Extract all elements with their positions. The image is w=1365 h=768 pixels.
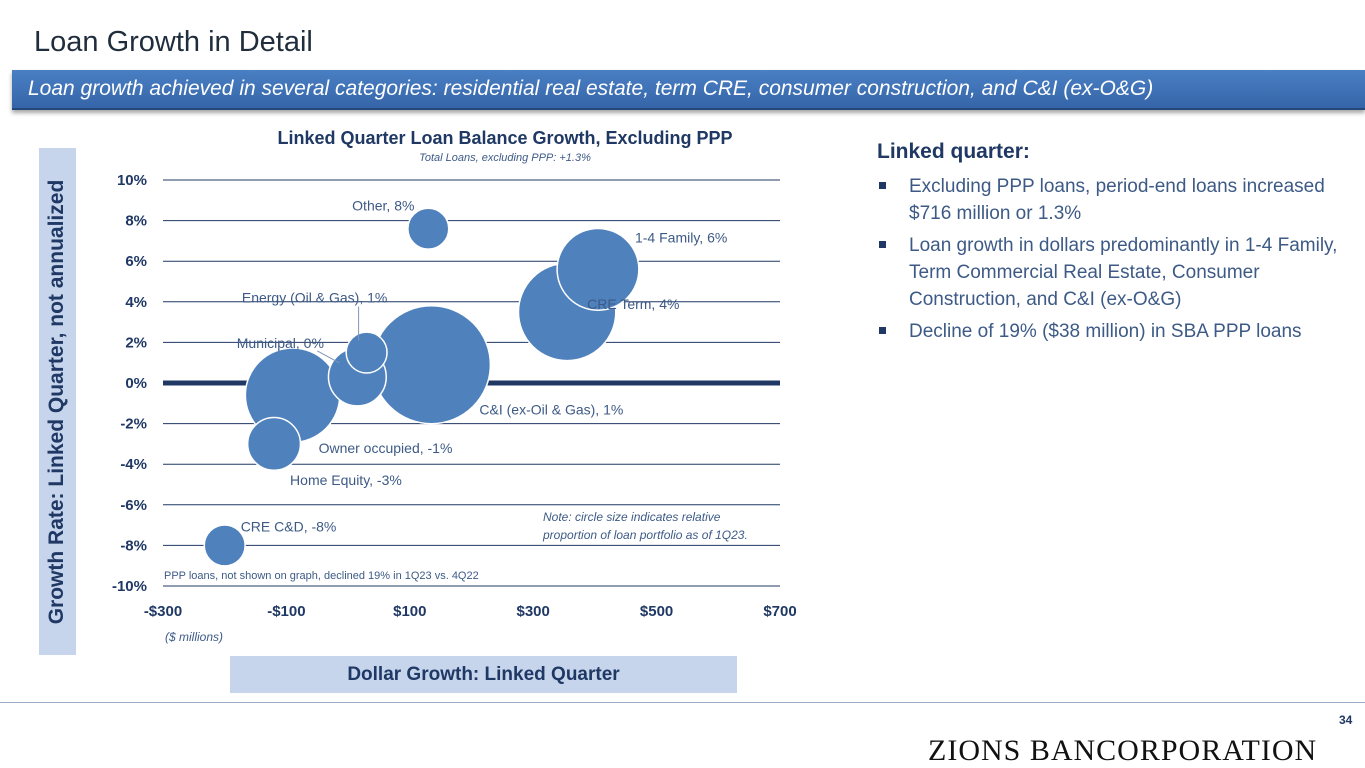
footer-divider [0, 702, 1365, 703]
x-tick-label: $500 [640, 603, 673, 620]
bullet-square-icon [879, 327, 886, 334]
chart-subtitle: Total Loans, excluding PPP: +1.3% [419, 152, 591, 164]
bubble [371, 304, 492, 425]
bubble [407, 207, 450, 250]
ppp-footnote: PPP loans, not shown on graph, declined … [164, 570, 479, 582]
y-axis-title-box: Growth Rate: Linked Quarter, not annuali… [39, 148, 76, 655]
y-tick-label: -2% [120, 416, 147, 433]
data-label: Energy (Oil & Gas), 1% [242, 290, 388, 306]
x-units-label: ($ millions) [165, 630, 223, 644]
data-label: CRE Term, 4% [587, 296, 679, 312]
y-tick-label: 2% [125, 334, 147, 351]
side-bullet-list: Excluding PPP loans, period-end loans in… [877, 173, 1347, 350]
x-tick-label: -$300 [144, 603, 182, 620]
banner-text: Loan growth achieved in several categori… [28, 77, 1154, 100]
bubble [246, 416, 302, 472]
data-label: Owner occupied, -1% [319, 440, 453, 456]
slide-title: Loan Growth in Detail [34, 26, 313, 58]
x-tick-label: -$100 [267, 603, 305, 620]
side-bullet: Excluding PPP loans, period-end loans in… [877, 173, 1347, 227]
page-number: 34 [1339, 713, 1353, 727]
data-label: Municipal, 0% [237, 335, 324, 351]
bullet-text: Decline of 19% ($38 million) in SBA PPP … [909, 321, 1302, 342]
y-tick-label: 0% [125, 375, 147, 392]
x-axis-title: Dollar Growth: Linked Quarter [230, 656, 737, 693]
y-tick-label: -8% [120, 537, 147, 554]
company-logo: ZIONS BANCORPORATION [928, 734, 1318, 767]
bubble [556, 227, 640, 311]
y-tick-label: -10% [112, 578, 147, 595]
bullet-square-icon [879, 182, 886, 189]
data-label: C&I (ex-Oil & Gas), 1% [479, 402, 623, 418]
x-tick-label: $300 [517, 603, 550, 620]
headline-banner: Loan growth achieved in several categori… [12, 70, 1365, 110]
y-tick-label: 4% [125, 294, 147, 311]
data-label: CRE C&D, -8% [241, 518, 337, 534]
x-tick-label: $100 [393, 603, 426, 620]
y-tick-label: -4% [120, 456, 147, 473]
bubble [203, 524, 246, 567]
bullet-text: Loan growth in dollars predominantly in … [909, 235, 1338, 310]
side-bullet: Decline of 19% ($38 million) in SBA PPP … [877, 318, 1347, 345]
data-label: 1-4 Family, 6% [635, 229, 727, 245]
side-bullet: Loan growth in dollars predominantly in … [877, 232, 1347, 313]
bubble-chart: 10% 8% 6% 4% 2% 0% -2% -4% -6% -8% -10% -$300 -$100 $… [112, 128, 797, 644]
bullet-text: Excluding PPP loans, period-end loans in… [909, 176, 1325, 224]
y-tick-label: 10% [117, 172, 147, 189]
bullet-square-icon [879, 241, 886, 248]
bubble [345, 331, 388, 374]
chart-title: Linked Quarter Loan Balance Growth, Excl… [277, 128, 732, 148]
data-label: Home Equity, -3% [290, 472, 402, 488]
y-tick-label: 6% [125, 253, 147, 270]
x-tick-label: $700 [763, 603, 796, 620]
y-tick-label: 8% [125, 213, 147, 230]
y-tick-label: -6% [120, 497, 147, 514]
side-heading: Linked quarter: [877, 140, 1030, 163]
size-note: Note: circle size indicates relative prop… [542, 510, 748, 542]
data-label: Other, 8% [352, 198, 414, 214]
leader-line [317, 350, 340, 364]
